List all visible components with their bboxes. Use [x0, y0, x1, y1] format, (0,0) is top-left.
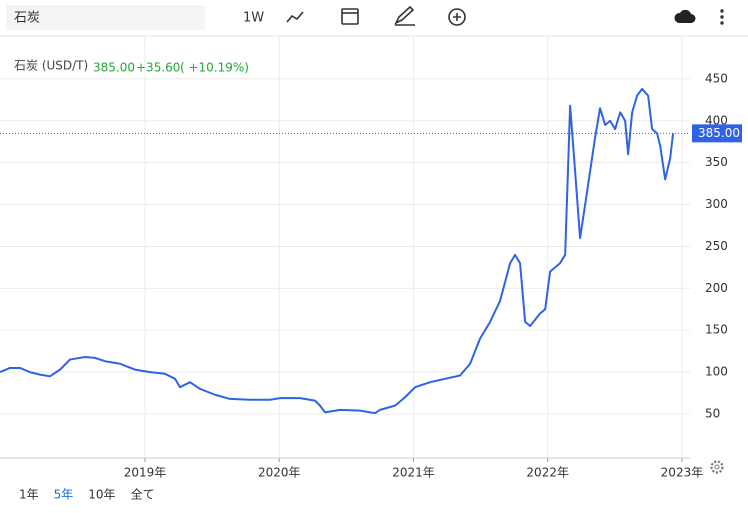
y-tick-label: 150 — [705, 323, 728, 337]
y-tick-label: 300 — [705, 197, 728, 211]
chart-type-icon[interactable] — [286, 11, 304, 23]
price-line — [0, 87, 675, 415]
chart-title: 石炭 (USD/T) — [14, 59, 88, 73]
x-tick-label: 2019年 — [124, 466, 167, 480]
y-tick-label: 450 — [705, 71, 728, 85]
x-tick-label: 2022年 — [526, 466, 569, 480]
range-button[interactable]: 5年 — [54, 488, 74, 502]
current-price-label: 385.00 — [698, 126, 740, 140]
search-box[interactable] — [6, 5, 205, 30]
draw-icon[interactable] — [394, 5, 415, 26]
x-tick-label: 2021年 — [392, 466, 435, 480]
calendar-icon[interactable] — [341, 8, 359, 25]
add-icon[interactable] — [448, 8, 466, 26]
y-tick-label: 250 — [705, 239, 728, 253]
range-button[interactable]: 1年 — [19, 488, 39, 502]
y-tick-label: 350 — [705, 155, 728, 169]
y-tick-label: 100 — [705, 365, 728, 379]
gear[interactable] — [710, 460, 724, 474]
menu-dot[interactable] — [720, 15, 724, 19]
quote-percent: ( +10.19%) — [180, 61, 249, 75]
menu-dot[interactable] — [720, 21, 724, 25]
y-tick-label: 50 — [705, 407, 720, 421]
settings-icon[interactable] — [710, 460, 724, 474]
y-tick-label: 200 — [705, 281, 728, 295]
range-button[interactable]: 全て — [131, 487, 155, 502]
menu-dot[interactable] — [720, 9, 724, 13]
plot: 50 100 150 200 250 300 350 400 450 2019年 2020年 2021… — [0, 37, 742, 480]
add-plus — [453, 13, 461, 21]
download-icon[interactable] — [674, 9, 696, 23]
quote-change: +35.60 — [136, 61, 180, 75]
gear-hub — [714, 464, 720, 470]
x-tick-label: 2023年 — [661, 466, 704, 480]
interval-button[interactable]: 1W — [243, 11, 264, 26]
range-buttons: 1年 5年 10年 全て — [19, 487, 155, 502]
quote-price: 385.00 — [93, 61, 135, 75]
y-tick-label: 400 — [705, 113, 728, 127]
range-button[interactable]: 10年 — [88, 488, 115, 502]
search-text: 石炭 — [14, 11, 40, 26]
toolbar: 石炭 1W — [6, 5, 724, 30]
x-tick-label: 2020年 — [258, 466, 301, 480]
current-price-box — [692, 124, 742, 143]
